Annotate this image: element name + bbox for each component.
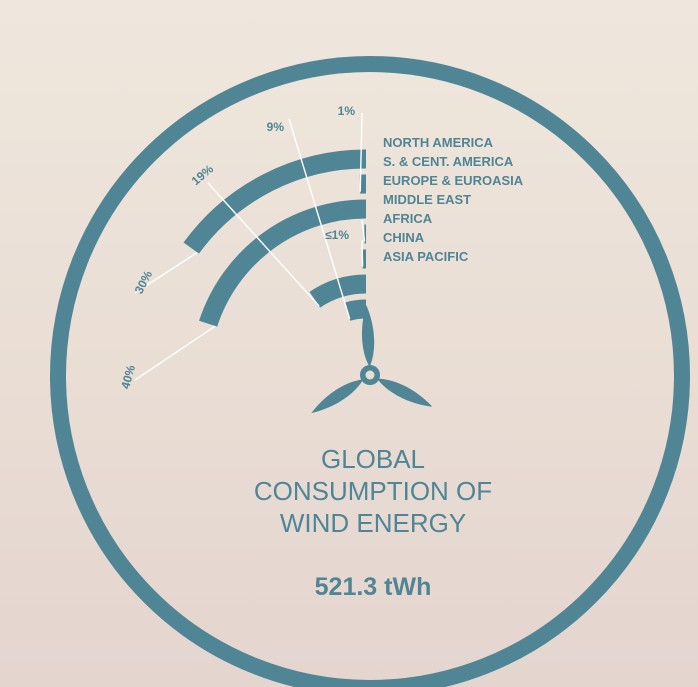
value-europe-euroasia: 40% — [118, 363, 138, 390]
title-line-2: CONSUMPTION OF — [254, 476, 492, 506]
value-africa: ≤1% — [325, 228, 349, 242]
label-asia-pacific: ASIA PACIFIC — [383, 249, 469, 264]
leader-north-america — [134, 251, 198, 294]
outer-ring — [50, 56, 690, 687]
bar-europe-euroasia — [199, 199, 367, 327]
label-africa: AFRICA — [383, 211, 433, 226]
leader-middle-east — [361, 219, 366, 242]
leader-asia-pacific — [288, 118, 351, 320]
label-s-cent-america: S. & CENT. AMERICA — [383, 154, 514, 169]
wind-turbine-icon — [311, 305, 433, 414]
value-china: 19% — [189, 162, 217, 188]
leader-china — [207, 182, 320, 307]
bar-china — [309, 274, 367, 308]
bar-asia-pacific — [344, 299, 367, 321]
turbine-blade-2 — [377, 378, 433, 407]
title-line-1: GLOBAL — [321, 444, 425, 474]
value-asia-pacific: 9% — [267, 120, 285, 134]
value-middle-east: 0% — [336, 204, 354, 218]
leader-s-cent-america — [359, 112, 363, 192]
value-s-cent-america: 1% — [338, 104, 356, 118]
turbine-blade-3 — [311, 379, 364, 414]
turbine-blade-1 — [361, 305, 375, 368]
radial-bars — [134, 112, 367, 381]
label-europe-euroasia: EUROPE & EUROASIA — [383, 173, 524, 188]
leader-europe-euroasia — [134, 325, 216, 381]
turbine-hub-center — [365, 370, 375, 380]
label-china: CHINA — [383, 230, 425, 245]
label-north-america: NORTH AMERICA — [383, 135, 494, 150]
total-consumption: 521.3 tWh — [315, 573, 432, 601]
leader-africa — [361, 239, 364, 267]
label-middle-east: MIDDLE EAST — [383, 192, 471, 207]
title-line-3: WIND ENERGY — [280, 508, 466, 538]
bar-north-america — [183, 149, 367, 254]
